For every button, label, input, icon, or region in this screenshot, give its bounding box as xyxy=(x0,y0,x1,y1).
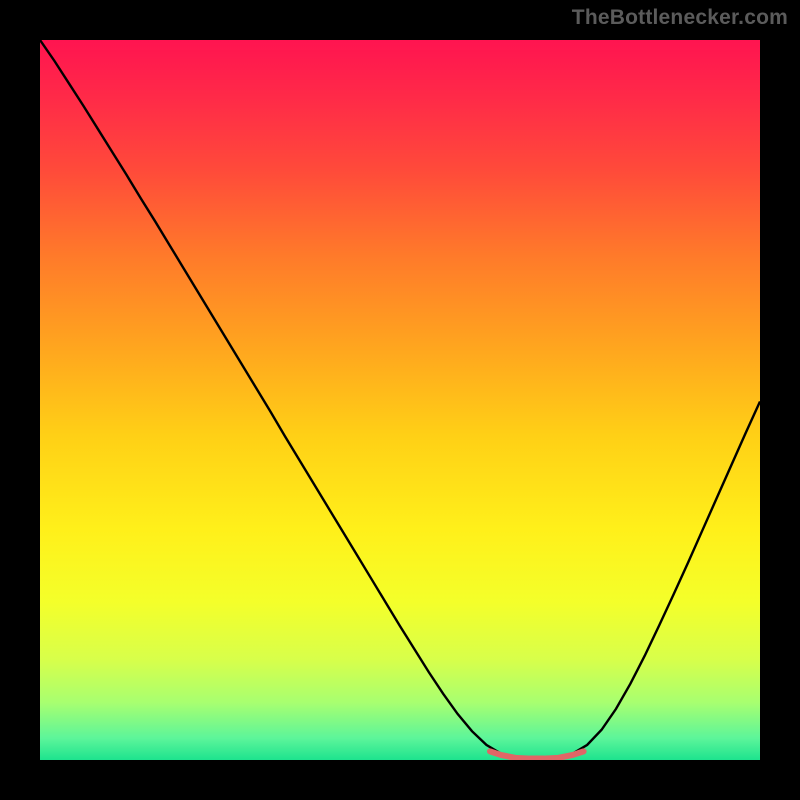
canvas: TheBottlenecker.com xyxy=(0,0,800,800)
plot-area xyxy=(40,40,760,760)
gradient-background xyxy=(40,40,760,760)
chart-svg xyxy=(40,40,760,760)
watermark-text: TheBottlenecker.com xyxy=(572,6,788,30)
